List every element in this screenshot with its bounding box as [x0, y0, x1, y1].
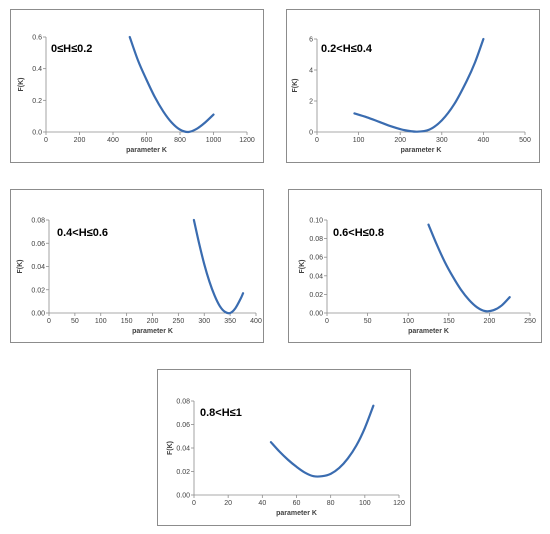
chart-2-xtick-label: 100 [353, 137, 365, 144]
chart-1-x-axis-label: parameter K [126, 147, 167, 154]
chart-5-xtick-label: 120 [393, 500, 405, 507]
chart-3-ytick-label: 0.02 [31, 287, 45, 294]
chart-4-xtick-label: 0 [325, 318, 329, 325]
chart-2-ytick-label: 0 [309, 130, 313, 137]
chart-5-ytick-label: 0.02 [176, 469, 190, 476]
chart-panel-3: 0.00 0.02 0.04 0.06 0.08 0 50 100 150 200 250 300 35… [10, 189, 264, 343]
chart-5-title: 0.8<H≤1 [200, 407, 242, 419]
chart-3-xtick-label: 0 [47, 318, 51, 325]
chart-2-xtick-label: 0 [315, 137, 319, 144]
chart-3-ytick-label: 0.00 [31, 311, 45, 318]
chart-1-xtick-label: 0 [44, 137, 48, 144]
chart-5-xtick-label: 60 [293, 500, 301, 507]
chart-1-xtick-label: 200 [74, 137, 86, 144]
chart-4-xtick-label: 100 [402, 318, 414, 325]
chart-panel-2: 0 2 4 6 0 100 200 300 400 500 parameter K F(K) 0.2<H… [286, 9, 540, 163]
chart-5-xtick-label: 100 [359, 500, 371, 507]
chart-3-ytick-label: 0.04 [31, 264, 45, 271]
chart-1-ytick-label: 0.6 [32, 35, 42, 42]
chart-3-title: 0.4<H≤0.6 [57, 227, 108, 239]
chart-1-ytick-label: 0.4 [32, 66, 42, 73]
chart-panel-4: 0.00 0.02 0.04 0.06 0.08 0.10 0 50 100 150 200 250 p… [288, 189, 542, 343]
chart-4-ytick-label: 0.00 [309, 311, 323, 318]
chart-1-y-axis-label: F(K) [18, 78, 25, 92]
chart-svg-3: 0.00 0.02 0.04 0.06 0.08 0 50 100 150 200 250 300 35… [17, 218, 262, 336]
chart-5-ytick-label: 0.00 [176, 493, 190, 500]
chart-2-xtick-label: 500 [519, 137, 531, 144]
chart-4-xtick-label: 50 [364, 318, 372, 325]
chart-panel-1: 0.0 0.2 0.4 0.6 0 200 400 600 800 1000 1200 paramet… [10, 9, 264, 163]
chart-2-xtick-label: 200 [394, 137, 406, 144]
chart-5-xtick-label: 40 [258, 500, 266, 507]
chart-panel-5: 0.00 0.02 0.04 0.06 0.08 0 20 40 60 80 100 120 param… [157, 369, 411, 526]
chart-4-xtick-label: 200 [484, 318, 496, 325]
chart-2-series-line [353, 37, 485, 133]
chart-4-series-line [427, 223, 511, 313]
chart-4-ytick-label: 0.10 [309, 218, 323, 225]
chart-2-ytick-label: 4 [309, 68, 313, 75]
chart-5-xtick-label: 80 [327, 500, 335, 507]
chart-5-xtick-label: 0 [192, 500, 196, 507]
chart-2-ytick-label: 6 [309, 37, 313, 44]
chart-5-xtick-label: 20 [224, 500, 232, 507]
chart-4-y-axis-label: F(K) [299, 260, 306, 274]
chart-3-xtick-label: 250 [173, 318, 185, 325]
chart-4-ytick-label: 0.02 [309, 292, 323, 299]
chart-1-xtick-label: 600 [141, 137, 153, 144]
chart-5-ytick-label: 0.06 [176, 422, 190, 429]
chart-1-series-line [128, 35, 215, 134]
chart-3-ytick-label: 0.08 [31, 218, 45, 225]
chart-1-xtick-label: 1200 [239, 137, 255, 144]
chart-4-ytick-label: 0.08 [309, 236, 323, 243]
chart-2-title: 0.2<H≤0.4 [321, 43, 373, 55]
chart-3-xtick-label: 400 [250, 318, 262, 325]
chart-2-y-axis-label: F(K) [292, 79, 299, 93]
chart-svg-1: 0.0 0.2 0.4 0.6 0 200 400 600 800 1000 1200 paramet… [18, 35, 255, 155]
chart-3-series-line [192, 218, 245, 315]
chart-4-xtick-label: 150 [443, 318, 455, 325]
chart-1-ytick-label: 0.0 [32, 130, 42, 137]
chart-4-ytick-label: 0.04 [309, 273, 323, 280]
chart-3-xtick-label: 350 [224, 318, 236, 325]
chart-5-series-line [269, 404, 375, 478]
chart-2-xtick-label: 400 [478, 137, 490, 144]
chart-3-ytick-label: 0.06 [31, 241, 45, 248]
chart-1-xtick-label: 400 [107, 137, 119, 144]
chart-svg-5: 0.00 0.02 0.04 0.06 0.08 0 20 40 60 80 100 120 param… [167, 399, 405, 518]
chart-3-x-axis-label: parameter K [132, 328, 173, 335]
chart-3-xtick-label: 150 [121, 318, 133, 325]
chart-2-xtick-label: 300 [436, 137, 448, 144]
chart-1-title: 0≤H≤0.2 [51, 43, 92, 55]
chart-5-ytick-label: 0.08 [176, 399, 190, 406]
chart-5-y-axis-label: F(K) [167, 441, 174, 455]
chart-4-ytick-label: 0.06 [309, 255, 323, 262]
chart-2-ytick-label: 2 [309, 99, 313, 106]
chart-4-x-axis-label: parameter K [408, 328, 449, 335]
chart-1-ytick-label: 0.2 [32, 98, 42, 105]
chart-3-xtick-label: 100 [95, 318, 107, 325]
chart-5-ytick-label: 0.04 [176, 446, 190, 453]
chart-svg-2: 0 2 4 6 0 100 200 300 400 500 parameter K F(K) 0.2<H… [292, 37, 531, 155]
chart-4-title: 0.6<H≤0.8 [333, 227, 384, 239]
chart-5-x-axis-label: parameter K [276, 510, 317, 517]
chart-1-xtick-label: 1000 [206, 137, 222, 144]
chart-3-xtick-label: 300 [198, 318, 210, 325]
chart-3-xtick-label: 50 [71, 318, 79, 325]
chart-3-y-axis-label: F(K) [17, 260, 24, 274]
chart-3-xtick-label: 200 [147, 318, 159, 325]
chart-1-xtick-label: 800 [174, 137, 186, 144]
chart-4-xtick-label: 250 [524, 318, 536, 325]
chart-svg-4: 0.00 0.02 0.04 0.06 0.08 0.10 0 50 100 150 200 250 p… [299, 218, 536, 336]
chart-2-x-axis-label: parameter K [401, 147, 442, 154]
